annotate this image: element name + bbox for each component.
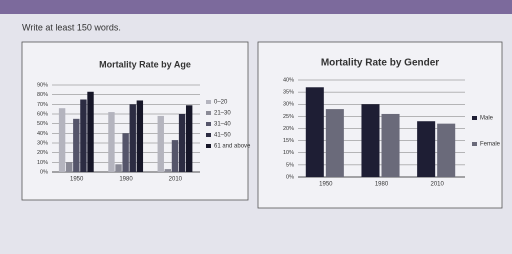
chart-frame <box>257 41 503 209</box>
y-tick-label: 10% <box>283 150 294 156</box>
bar <box>164 169 172 172</box>
legend-swatch <box>206 100 211 104</box>
bar <box>361 104 380 177</box>
bar <box>115 164 122 172</box>
y-tick-label: 20% <box>283 126 294 132</box>
legend-label: 41–50 <box>214 133 231 139</box>
bar <box>437 123 456 177</box>
y-tick-label: 35% <box>283 90 294 96</box>
y-tick-label: 70% <box>37 102 48 108</box>
bar <box>87 91 94 172</box>
y-tick-label: 50% <box>37 121 48 127</box>
top-strip <box>0 0 512 14</box>
bar <box>136 100 144 172</box>
instruction: Write at least 150 words. <box>22 22 121 32</box>
legend-swatch <box>206 144 211 148</box>
y-tick-label: 0% <box>40 169 48 175</box>
bar <box>108 112 115 172</box>
legend-label: 31–40 <box>214 122 231 128</box>
y-tick-label: 30% <box>283 102 294 108</box>
x-tick-label: 1950 <box>70 177 84 183</box>
y-tick-label: 10% <box>37 160 48 166</box>
legend-label: 21–30 <box>214 111 231 117</box>
legend-label: 61 and above <box>214 144 251 150</box>
legend-swatch <box>206 122 211 126</box>
y-tick-label: 40% <box>283 77 294 83</box>
y-tick-label: 15% <box>283 138 294 144</box>
bar <box>129 104 136 172</box>
bar <box>305 87 324 177</box>
x-tick-label: 1980 <box>375 182 389 188</box>
x-tick-label: 1950 <box>319 182 333 188</box>
bar <box>185 105 193 172</box>
bar <box>381 113 400 177</box>
legend-label: Female <box>480 142 501 148</box>
legend-swatch <box>472 116 477 120</box>
y-tick-label: 20% <box>37 150 48 156</box>
x-tick-label: 2010 <box>430 182 444 188</box>
y-tick-label: 5% <box>286 162 294 168</box>
y-tick-label: 80% <box>37 92 48 98</box>
legend-label: Male <box>480 116 494 122</box>
bar <box>325 109 344 177</box>
legend-swatch <box>206 133 211 137</box>
bar <box>80 99 87 172</box>
legend-swatch <box>472 142 477 146</box>
y-tick-label: 90% <box>37 82 48 88</box>
y-tick-label: 40% <box>37 131 48 137</box>
y-tick-label: 30% <box>37 140 48 146</box>
legend-label: 0–20 <box>214 100 228 106</box>
x-tick-label: 2010 <box>169 177 183 183</box>
bar <box>178 114 186 172</box>
bar <box>417 121 436 177</box>
bar <box>66 162 73 172</box>
bar <box>73 118 80 172</box>
bar <box>171 140 179 172</box>
y-tick-label: 0% <box>286 174 294 180</box>
y-tick-label: 25% <box>283 114 294 120</box>
bar <box>122 133 129 172</box>
x-tick-label: 1980 <box>119 177 133 183</box>
legend-swatch <box>206 111 211 115</box>
bar <box>58 108 66 172</box>
chart-title: Mortality Rate by Age <box>99 59 191 69</box>
bar <box>157 115 164 172</box>
y-tick-label: 60% <box>37 111 48 117</box>
chart-title: Mortality Rate by Gender <box>321 58 439 69</box>
